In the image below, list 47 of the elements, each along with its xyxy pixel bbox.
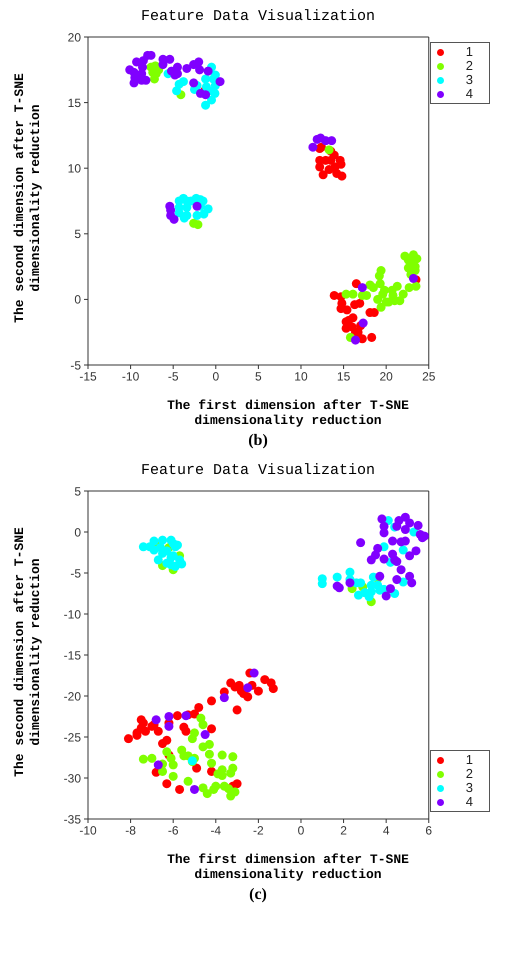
x-tick-label: 6 [425, 824, 432, 838]
y-tick-label: -10 [64, 607, 82, 622]
y-tick-label: 5 [74, 227, 82, 242]
x-tick-label: 0 [212, 370, 220, 384]
x-tick-label: 4 [382, 824, 390, 838]
x-tick-label: 5 [255, 370, 262, 384]
x-tick-label: -8 [125, 824, 136, 838]
x-tick-label: 15 [336, 370, 351, 384]
y-axis-title: The second dimension after T-SNE dimensionality reduction [12, 72, 44, 325]
x-tick-label: -2 [253, 824, 264, 838]
y-tick-label: 5 [74, 484, 82, 498]
legend-label: 3 [466, 72, 473, 87]
y-tick-label: -25 [64, 730, 82, 744]
y-tick-label: 10 [68, 161, 82, 176]
y-tick-label: -30 [64, 771, 82, 786]
x-axis-title: The first dimension after T-SNE dimensionality reduction [166, 852, 410, 882]
legend-label: 3 [466, 780, 473, 795]
y-tick-label: 0 [74, 292, 82, 307]
y-axis-title: The second dimension after T-SNE dimensionality reduction [12, 526, 44, 779]
legend-label: 4 [466, 794, 473, 809]
chart-title: Feature Data Visualization [140, 8, 376, 27]
text: (c) [248, 886, 268, 904]
y-tick-label: 20 [68, 30, 82, 44]
legend-label: 1 [466, 44, 473, 59]
x-tick-label: -4 [210, 824, 222, 838]
chart-title: Feature Data Visualization [140, 462, 376, 481]
x-tick-label: -6 [168, 824, 179, 838]
text: (b) [247, 432, 269, 450]
x-tick-label: 2 [340, 824, 348, 838]
x-tick-label: 20 [379, 370, 394, 384]
x-axis-title: The first dimension after T-SNE dimensionality reduction [166, 398, 410, 428]
legend-label: 1 [466, 752, 473, 767]
y-tick-label: -5 [70, 358, 82, 372]
legend-label: 2 [466, 766, 473, 781]
y-tick-label: -20 [64, 689, 82, 704]
y-tick-label: -15 [64, 648, 82, 662]
x-tick-label: 0 [298, 824, 305, 838]
x-tick-label: -5 [168, 370, 179, 384]
y-tick-label: 15 [68, 96, 82, 110]
legend-label: 4 [466, 86, 473, 101]
y-tick-label: -5 [70, 566, 82, 580]
x-tick-label: 25 [422, 370, 436, 384]
y-tick-label: -35 [64, 812, 82, 826]
x-tick-label: -10 [122, 370, 140, 384]
x-tick-label: 10 [294, 370, 308, 384]
legend-label: 2 [466, 58, 473, 73]
y-tick-label: 0 [74, 525, 82, 540]
